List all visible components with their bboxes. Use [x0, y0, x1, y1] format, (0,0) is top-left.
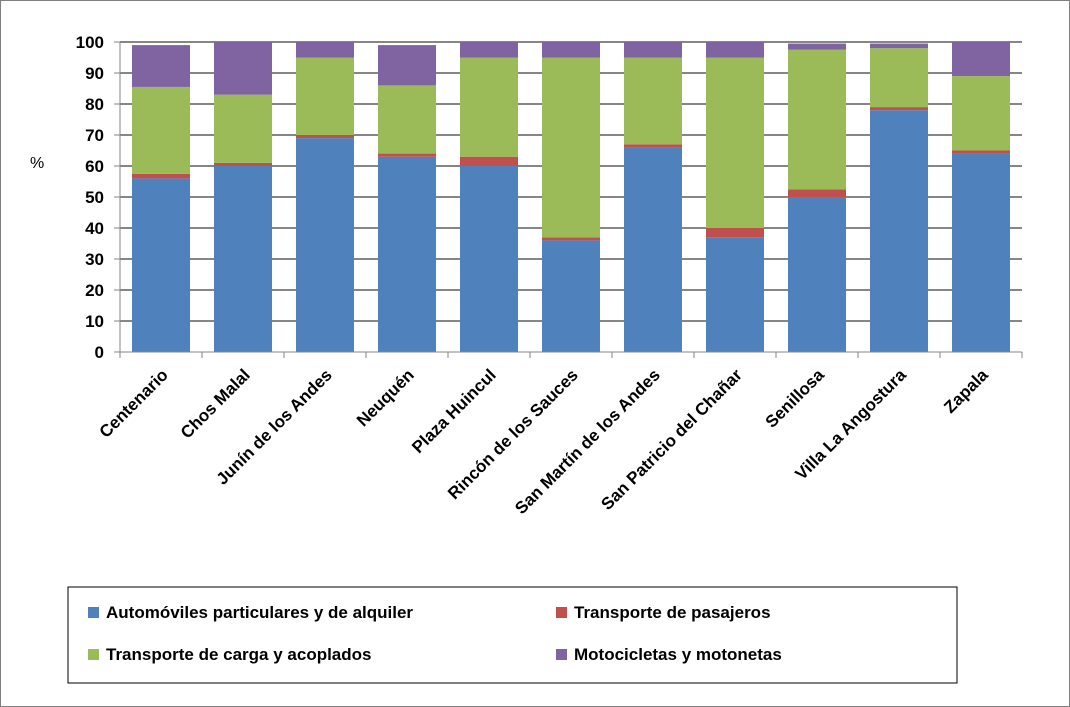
bar-segment-1	[132, 178, 190, 352]
bar-segment-2	[132, 173, 190, 179]
legend-label: Transporte de pasajeros	[574, 603, 771, 622]
bar-segment-2	[706, 228, 764, 238]
y-tick-label: 0	[95, 343, 104, 362]
bar-segment-4	[460, 42, 518, 58]
category-label: Senillosa	[762, 365, 829, 432]
y-tick-label: 90	[85, 64, 104, 83]
y-tick-label: 20	[85, 281, 104, 300]
y-tick-label: 70	[85, 126, 104, 145]
bar-segment-4	[542, 42, 600, 58]
y-axis-label: %	[30, 155, 44, 172]
category-label: Chos Malal	[177, 365, 254, 442]
bar-segment-2	[214, 162, 272, 166]
category-label: San Martín de los Andes	[511, 365, 664, 518]
bar-segment-2	[788, 189, 846, 197]
bar-segment-4	[132, 45, 190, 87]
bar-segment-2	[378, 153, 436, 157]
bar-segment-2	[624, 144, 682, 148]
bar-segment-3	[952, 76, 1010, 151]
legend: Automóviles particulares y de alquiler Tr…	[88, 603, 782, 664]
bar-segment-4	[706, 42, 764, 58]
bar-segment-1	[870, 110, 928, 352]
y-tick-label: 100	[76, 33, 104, 52]
legend-box	[67, 586, 958, 684]
bar-segment-1	[214, 166, 272, 352]
y-tick-label: 80	[85, 95, 104, 114]
legend-swatch	[88, 607, 99, 618]
legend-swatch	[88, 649, 99, 660]
bar-segment-3	[132, 86, 190, 174]
bar-segment-4	[870, 43, 928, 49]
bar-segment-2	[952, 150, 1010, 154]
bar-segment-4	[952, 42, 1010, 77]
category-label: Plaza Huincul	[408, 365, 500, 457]
bar-segment-3	[378, 85, 436, 154]
bar-segment-1	[706, 237, 764, 352]
bar-segment-3	[542, 57, 600, 238]
bar-segment-1	[378, 156, 436, 352]
category-label: Centenario	[96, 365, 172, 441]
legend-label: Transporte de carga y acoplados	[106, 645, 371, 664]
bar-segment-4	[624, 42, 682, 58]
category-label: Zapala	[940, 365, 992, 417]
y-tick-label: 10	[85, 312, 104, 331]
bar-segment-2	[870, 107, 928, 111]
bar-segment-1	[788, 197, 846, 352]
legend-label: Automóviles particulares y de alquiler	[106, 603, 413, 622]
bar-segment-4	[378, 45, 436, 86]
y-tick-label: 60	[85, 157, 104, 176]
bar-segment-1	[952, 153, 1010, 352]
y-tick-label: 30	[85, 250, 104, 269]
bar-segment-3	[706, 57, 764, 228]
bar-segment-1	[624, 147, 682, 352]
bar-segment-3	[788, 49, 846, 190]
bar-segment-4	[214, 42, 272, 95]
bar-segment-1	[460, 166, 518, 352]
legend-label: Motocicletas y motonetas	[574, 645, 782, 664]
bar-segment-2	[542, 237, 600, 241]
y-tick-label: 50	[85, 188, 104, 207]
bar-segment-3	[214, 94, 272, 163]
bar-segment-1	[296, 138, 354, 352]
bar-segment-4	[296, 42, 354, 58]
bar-segment-2	[460, 156, 518, 166]
legend-swatch	[556, 649, 567, 660]
bar-segment-3	[460, 57, 518, 157]
category-label: San Patricio del Chañar	[597, 365, 746, 514]
y-axis-ticks: 0 10 20 30 40 50 60 70 80 90 100	[76, 33, 1023, 362]
legend-swatch	[556, 607, 567, 618]
bar-segment-1	[542, 240, 600, 352]
bar-segment-2	[296, 135, 354, 139]
bar-segment-4	[788, 43, 846, 50]
bar-segment-3	[296, 57, 354, 135]
bars	[132, 42, 1010, 352]
y-tick-label: 40	[85, 219, 104, 238]
bar-segment-3	[624, 57, 682, 145]
bar-segment-3	[870, 48, 928, 108]
category-label: Neuquén	[353, 365, 418, 430]
